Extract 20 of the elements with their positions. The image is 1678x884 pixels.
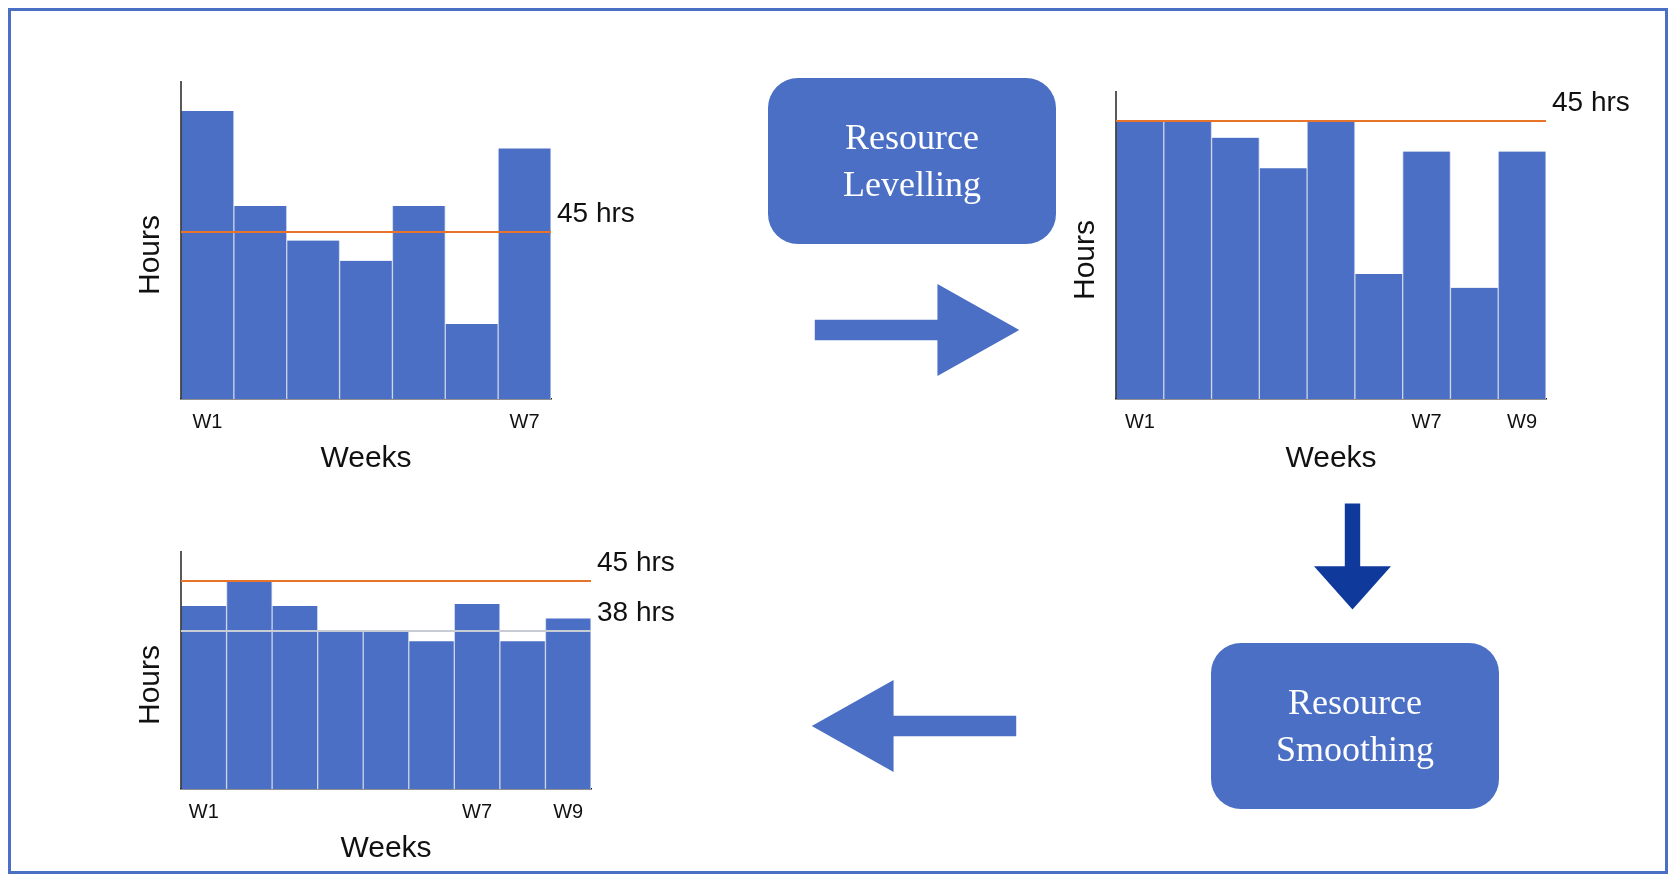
ref-line-label: 38 hrs	[597, 595, 675, 627]
ref-line-label: 45 hrs	[557, 196, 635, 228]
y-axis-title: Hours	[1067, 219, 1101, 301]
x-tick-label: W1	[1124, 409, 1155, 432]
y-axis-title: Hours	[132, 644, 166, 726]
y-axis-title: Hours	[132, 214, 166, 296]
x-axis-title: Weeks	[1285, 440, 1377, 474]
x-tick-label: W7	[509, 409, 540, 432]
x-tick-label: W9	[553, 799, 584, 822]
ref-line-label: 45 hrs	[597, 545, 675, 577]
x-tick-label: W1	[192, 409, 223, 432]
text: Resource Smoothing	[1211, 643, 1499, 809]
x-tick-label: W7	[1411, 409, 1442, 432]
x-axis-title: Weeks	[340, 830, 432, 864]
text: Resource Levelling	[768, 78, 1056, 244]
x-axis-title: Weeks	[320, 440, 412, 474]
ref-line-label: 45 hrs	[1552, 85, 1630, 117]
x-tick-label: W7	[462, 799, 493, 822]
x-tick-label: W9	[1507, 409, 1538, 432]
x-tick-label: W1	[188, 799, 219, 822]
